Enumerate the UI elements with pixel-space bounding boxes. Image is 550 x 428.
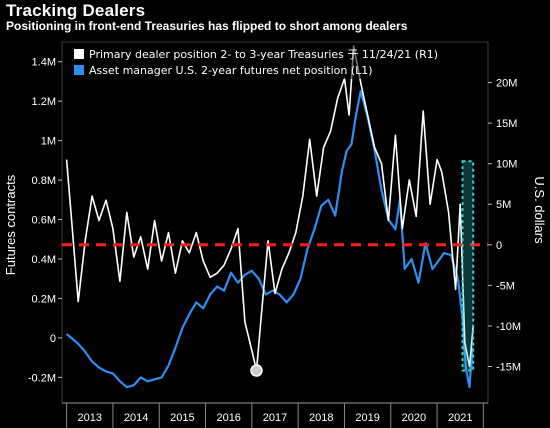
x-tick-label: 2019: [355, 412, 379, 424]
right-tick-label: -5M: [496, 280, 515, 292]
right-tick-label: 10M: [496, 159, 517, 171]
x-tick-label: 2021: [448, 412, 472, 424]
right-tick-label: 5M: [496, 199, 511, 211]
left-tick-label: -0.2M: [28, 372, 56, 384]
right-tick-label: -10M: [496, 321, 521, 333]
chart-subtitle: Positioning in front-end Treasuries has …: [6, 19, 408, 33]
right-tick-label: -15M: [496, 361, 521, 373]
left-tick-label: 1M: [41, 136, 56, 148]
series-group: [65, 45, 474, 389]
x-tick-label: 2016: [216, 412, 240, 424]
x-tick-label: 2014: [124, 412, 148, 424]
left-tick-label: 0.2M: [32, 293, 56, 305]
highlight-group: [461, 160, 475, 372]
x-tick-label: 2013: [78, 412, 102, 424]
left-tick-label: 0.6M: [32, 215, 56, 227]
series-line-dealer: [65, 45, 474, 372]
series-min-marker: [250, 364, 263, 377]
left-tick-label: 0: [50, 333, 56, 345]
right-tick-label: 0: [496, 240, 502, 252]
chart-title: Tracking Dealers: [6, 1, 146, 20]
highlight-box: [461, 160, 475, 372]
grid-lines: [61, 41, 489, 404]
left-tick-label: 1.4M: [32, 57, 56, 69]
left-tick-label: 0.8M: [32, 175, 56, 187]
x-axis-ticks: 2013 2014 2015 2016 2017 2018 2019 2020 2021: [66, 403, 484, 428]
legend: Primary dealer position 2- to 3-year Tre…: [70, 44, 448, 79]
left-axis-ticks: -0.2M 0 0.2M 0.4M 0.6M 0.8M 1M 1.2M 1.4M: [28, 57, 62, 384]
x-tick-label: 2015: [170, 412, 194, 424]
legend-background: [70, 44, 448, 79]
left-axis-title: Futures contracts: [3, 174, 18, 275]
x-tick-label: 2017: [263, 412, 287, 424]
right-tick-label: 20M: [496, 78, 517, 90]
right-axis-ticks: -15M -10M -5M 0 5M 10M 15M 20M: [488, 78, 521, 373]
x-tick-label: 2018: [309, 412, 333, 424]
legend-label-dealer: Primary dealer position 2- to 3-year Tre…: [89, 48, 438, 61]
x-tick-label: 2020: [402, 412, 426, 424]
right-axis-title: U.S. dollars: [532, 176, 547, 244]
left-tick-label: 1.2M: [32, 96, 56, 108]
legend-swatch-asset-manager: [74, 65, 84, 75]
left-tick-label: 0.4M: [32, 254, 56, 266]
series-line-asset-manager: [65, 90, 474, 389]
legend-swatch-dealer: [74, 49, 84, 59]
right-tick-label: 15M: [496, 118, 517, 130]
legend-label-asset-manager: Asset manager U.S. 2-year futures net po…: [89, 64, 373, 77]
